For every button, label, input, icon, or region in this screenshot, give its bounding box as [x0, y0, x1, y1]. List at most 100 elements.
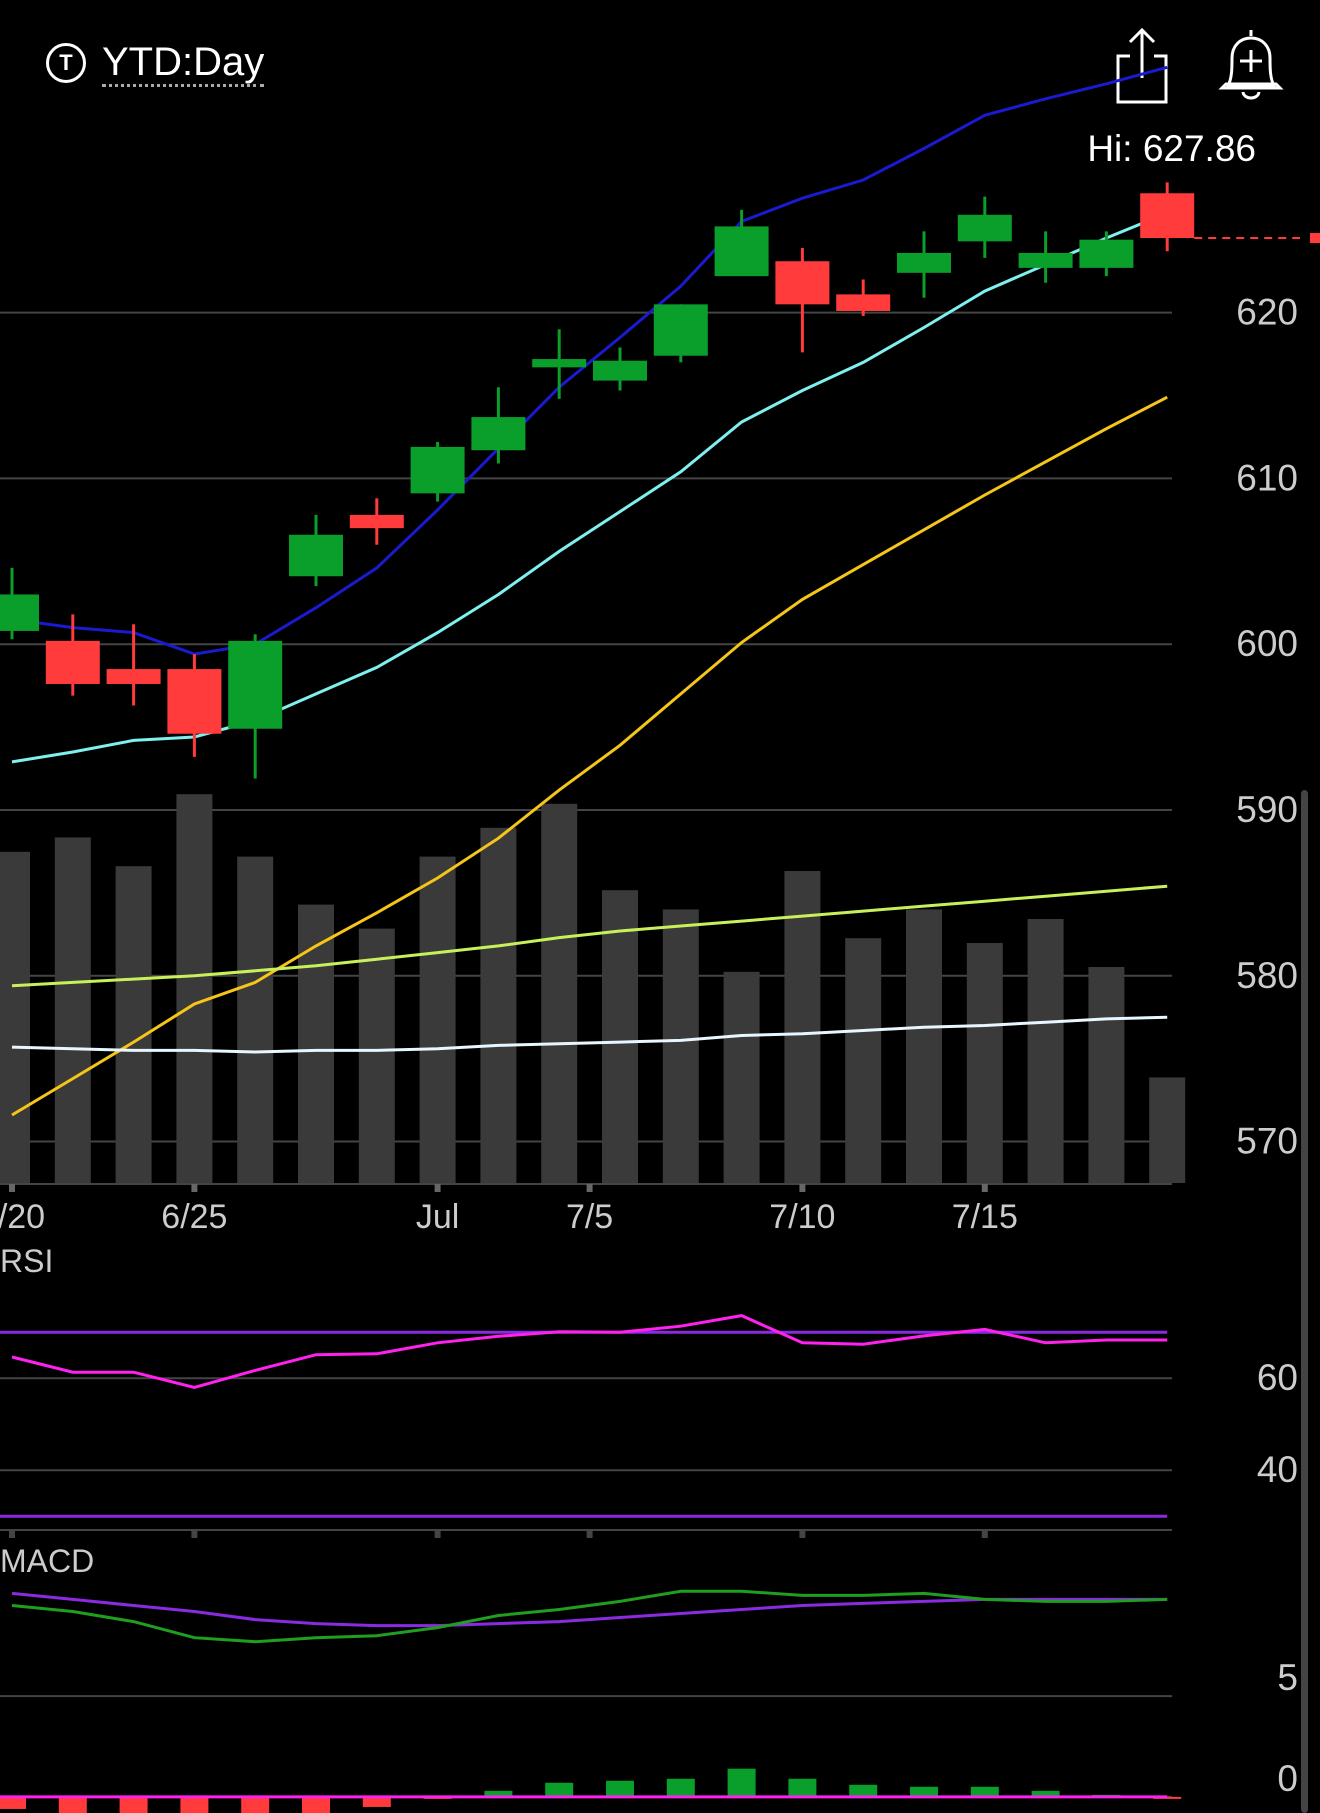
candle: [289, 514, 343, 587]
candle: [836, 279, 891, 316]
candle-body: [532, 359, 587, 368]
macd-histogram-bar: [180, 1796, 209, 1813]
moving-average-line: [11, 211, 1168, 764]
ticker-t-icon: T: [46, 43, 86, 83]
volume-bar: [966, 943, 1003, 1183]
candle-body: [1018, 252, 1073, 268]
candle: [45, 614, 100, 696]
volume-bar: [0, 851, 30, 1183]
rsi-title: RSI: [0, 1243, 53, 1279]
price-tick-label: 580: [1236, 955, 1298, 996]
candle-body: [106, 669, 161, 684]
macd-histogram-bar: [666, 1778, 695, 1797]
candle: [1079, 231, 1134, 277]
candle: [228, 634, 283, 779]
candle-body: [653, 304, 708, 356]
macd-histogram-bar: [58, 1796, 87, 1813]
macd-histogram-bar: [241, 1796, 270, 1813]
candle: [1018, 231, 1073, 283]
candle: [957, 196, 1012, 258]
volume-bar: [1027, 919, 1064, 1183]
price-tick-label: 600: [1236, 623, 1298, 664]
candle-body: [897, 252, 951, 273]
price-tick-label: 590: [1236, 789, 1298, 830]
vertical-scrollbar[interactable]: [1301, 790, 1308, 1813]
moving-average-line: [11, 395, 1168, 1117]
macd-histogram-bar: [484, 1790, 513, 1797]
price-tick-label: 620: [1236, 292, 1298, 333]
macd-tick-label: 5: [1277, 1657, 1298, 1698]
candle: [653, 304, 708, 363]
last-price-marker: [1310, 233, 1320, 244]
share-button[interactable]: [1110, 26, 1174, 106]
macd-title: MACD: [0, 1543, 94, 1579]
candle-body: [289, 534, 343, 577]
x-tick-label: 7/5: [566, 1198, 613, 1236]
volume-bar: [358, 928, 395, 1183]
candle-body: [1079, 239, 1134, 268]
x-tick-label: Jul: [416, 1198, 459, 1236]
macd-histogram-bar: [1031, 1790, 1060, 1797]
moving-average-line: [11, 1015, 1168, 1054]
candle-body: [775, 261, 830, 305]
macd-histogram-bar: [302, 1796, 330, 1813]
volume-bar: [784, 871, 821, 1183]
candle-body: [1140, 193, 1195, 239]
volume-bar: [1088, 967, 1125, 1183]
macd-tick-label: 0: [1277, 1758, 1298, 1799]
moving-average-line: [11, 884, 1168, 988]
candle-body: [0, 594, 39, 631]
price-tick-label: 570: [1236, 1121, 1298, 1162]
macd-histogram-bar: [0, 1796, 26, 1809]
x-tick-label: 6/20: [0, 1198, 45, 1236]
volume-bar: [845, 938, 882, 1183]
candle-body: [228, 640, 283, 729]
candle: [167, 654, 222, 757]
x-tick-label: 7/10: [769, 1198, 835, 1236]
volume-bar: [54, 837, 91, 1183]
high-value-label: Hi: 627.86: [1087, 128, 1256, 169]
price-tick-label: 610: [1236, 457, 1298, 498]
macd-histogram-bar: [970, 1786, 999, 1797]
add-alert-button[interactable]: [1216, 26, 1286, 108]
moving-average-line: [11, 65, 1168, 656]
candle: [532, 329, 587, 399]
volume-bar: [602, 890, 638, 1183]
volume-bar: [662, 909, 699, 1183]
macd-histogram-bar: [849, 1784, 878, 1797]
candle: [1140, 182, 1195, 252]
candle: [593, 347, 647, 391]
macd-histogram-bar: [119, 1796, 148, 1813]
macd-histogram-bar: [910, 1786, 938, 1797]
rsi-tick-label: 40: [1257, 1449, 1298, 1490]
candle: [897, 231, 951, 298]
candle-body: [471, 417, 526, 451]
candle-body: [957, 214, 1012, 242]
x-tick-label: 6/25: [161, 1198, 227, 1236]
candle: [106, 624, 161, 706]
macd-line: [11, 1589, 1168, 1644]
x-tick-label: 7/15: [952, 1198, 1018, 1236]
candle-body: [349, 514, 404, 529]
candle: [471, 387, 526, 464]
candle: [349, 498, 404, 545]
candle-body: [593, 360, 647, 381]
range-label: YTD:Day: [102, 40, 265, 87]
macd-histogram-bar: [545, 1782, 574, 1797]
candle-body: [410, 446, 465, 494]
volume-bar: [419, 856, 456, 1183]
candle-body: [167, 669, 222, 734]
candle-body: [714, 226, 769, 277]
bell-plus-icon: [1218, 30, 1284, 100]
volume-bar: [1149, 1077, 1186, 1183]
candle: [0, 567, 39, 640]
candle: [410, 441, 465, 502]
range-selector-button[interactable]: T YTD:Day: [46, 40, 265, 87]
candle: [714, 209, 769, 277]
volume-bar: [298, 904, 334, 1183]
rsi-line: [11, 1314, 1168, 1389]
volume-bar: [237, 856, 274, 1183]
volume-bar: [480, 827, 517, 1183]
candle-body: [836, 294, 891, 311]
